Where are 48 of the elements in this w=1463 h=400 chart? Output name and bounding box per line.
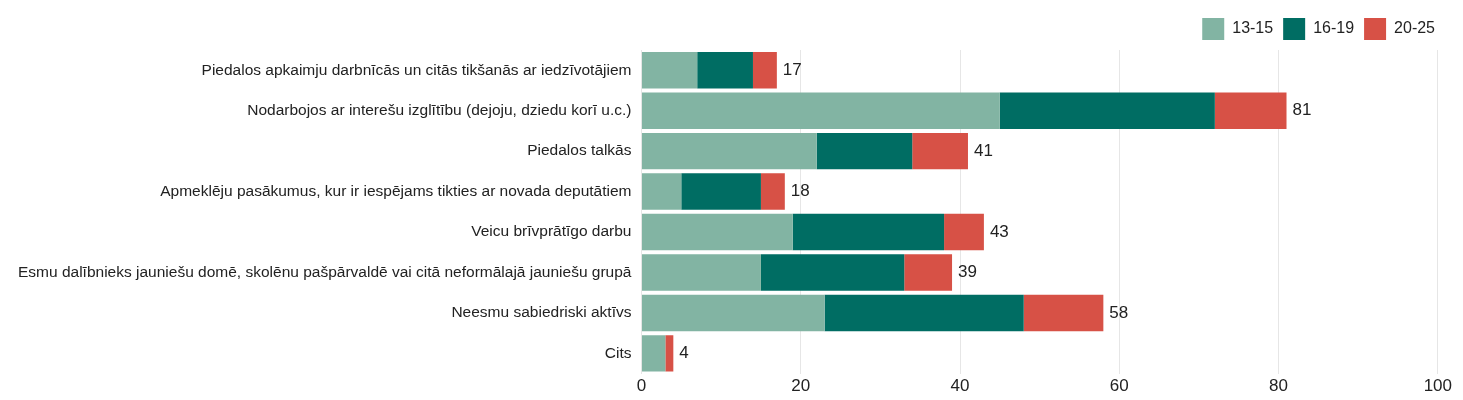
bar [697, 52, 753, 89]
bar [641, 92, 1000, 129]
x-tick-label: 100 [1423, 376, 1453, 396]
total-label: 18 [790, 181, 810, 201]
bar [816, 132, 913, 170]
x-tick-label: 0 [636, 376, 647, 396]
bar [999, 92, 1215, 129]
total-label: 43 [989, 221, 1009, 241]
legend-label: 13-15 [1232, 19, 1274, 37]
y-tick-label: Neesmu sabiedriski aktīvs [451, 303, 632, 321]
y-tick-label: Veicu brīvprātīgo darbu [471, 222, 632, 240]
y-tick-label: Piedalos apkaimju darbnīcās un citās tikšanās ar iedzīvotājiem [201, 60, 632, 78]
bar [792, 213, 945, 251]
total-label: 81 [1292, 100, 1312, 120]
total-label: 4 [679, 343, 689, 363]
bar [824, 294, 1024, 332]
bar [1214, 92, 1287, 129]
total-label: 41 [973, 140, 993, 160]
bar [681, 173, 761, 210]
bar [760, 173, 785, 210]
total-label: 58 [1109, 302, 1129, 322]
bar [912, 132, 968, 170]
x-tick-label: 60 [1109, 376, 1129, 396]
x-tick-label: 20 [791, 376, 811, 396]
y-tick-label: Nodarbojos ar interešu izglītību (dejoju, dziedu korī u.c.) [247, 100, 632, 118]
bar [641, 254, 761, 291]
bar [641, 132, 817, 170]
bar [665, 335, 674, 372]
y-tick-label: Cits [604, 343, 632, 361]
bar [641, 173, 682, 210]
bar [944, 213, 984, 251]
bar [641, 294, 825, 332]
legend-label: 20-25 [1394, 19, 1436, 37]
y-tick-label: Esmu dalībnieks jauniešu domē, skolēnu pašpārvaldē vai citā neformālajā jauniešu grupā [17, 262, 632, 280]
total-label: 17 [782, 59, 802, 79]
bar [641, 52, 698, 89]
y-tick-label: Piedalos talkās [527, 141, 632, 159]
bar [904, 254, 953, 291]
bar [1023, 294, 1104, 332]
x-tick-label: 40 [950, 376, 970, 396]
bar [760, 254, 905, 291]
total-label: 39 [958, 262, 977, 282]
bar [641, 335, 666, 372]
bar [752, 52, 777, 89]
x-tick-label: 80 [1269, 376, 1289, 396]
legend-label: 16-19 [1313, 19, 1355, 37]
y-tick-label: Apmeklēju pasākumus, kur ir iespējams tikties ar novada deputātiem [160, 181, 632, 199]
bar [641, 213, 793, 251]
